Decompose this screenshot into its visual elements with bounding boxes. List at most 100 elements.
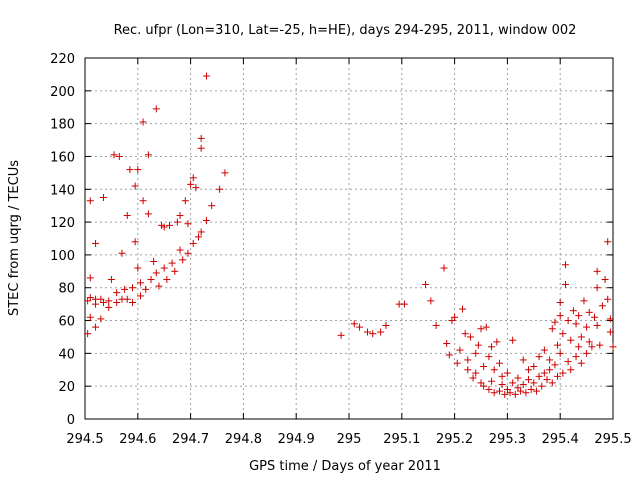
y-tick-label: 180 [50, 118, 75, 133]
data-point [530, 379, 538, 387]
data-point [150, 257, 158, 265]
data-point [546, 356, 554, 364]
data-point [197, 228, 205, 236]
data-point [472, 349, 480, 357]
data-point [139, 197, 147, 205]
data-point [472, 369, 480, 377]
data-point [92, 323, 100, 331]
data-point [97, 315, 105, 323]
data-point [464, 356, 472, 364]
data-point [105, 297, 113, 305]
x-tick-label: 295.3 [489, 432, 526, 447]
data-point [139, 118, 147, 126]
data-point [86, 197, 94, 205]
data-point [575, 343, 583, 351]
data-point [152, 105, 160, 113]
data-point [165, 221, 173, 229]
data-point [459, 305, 467, 313]
data-point [514, 374, 522, 382]
data-point [535, 353, 543, 361]
data-point [466, 333, 474, 341]
data-point [477, 325, 485, 333]
data-point [606, 315, 614, 323]
data-point [577, 359, 585, 367]
data-point [216, 185, 224, 193]
data-point [382, 321, 390, 329]
data-point [147, 276, 155, 284]
x-axis-label: GPS time / Days of year 2011 [249, 459, 441, 474]
data-point [564, 358, 572, 366]
x-tick-label: 295.4 [542, 432, 579, 447]
data-point [192, 184, 200, 192]
data-point [152, 269, 160, 277]
data-point [163, 276, 171, 284]
data-point [189, 174, 197, 182]
data-point [530, 362, 538, 370]
data-point [583, 323, 591, 331]
data-point [488, 343, 496, 351]
data-point [593, 321, 601, 329]
data-point [585, 338, 593, 346]
data-points [84, 72, 617, 398]
data-point [585, 308, 593, 316]
data-point [176, 212, 184, 220]
data-point [155, 282, 163, 290]
data-point [422, 280, 430, 288]
data-point [548, 379, 556, 387]
data-point [488, 377, 496, 385]
data-point [363, 328, 371, 336]
data-point [548, 325, 556, 333]
data-point [485, 353, 493, 361]
data-point [495, 359, 503, 367]
data-point [131, 182, 139, 190]
data-point [517, 387, 525, 395]
data-point [577, 333, 585, 341]
data-point [606, 328, 614, 336]
y-tick-label: 60 [58, 315, 75, 330]
data-point [121, 285, 129, 293]
data-point [498, 381, 506, 389]
data-point [609, 343, 617, 351]
data-point [176, 246, 184, 254]
data-point [144, 151, 152, 159]
y-tick-label: 160 [50, 150, 75, 165]
data-point [356, 323, 364, 331]
data-point [195, 233, 203, 241]
data-point [482, 323, 490, 331]
data-point [99, 298, 107, 306]
data-point [546, 366, 554, 374]
data-point [202, 72, 210, 80]
data-point [136, 292, 144, 300]
data-point [564, 317, 572, 325]
data-point [202, 216, 210, 224]
data-point [86, 294, 94, 302]
data-point [86, 274, 94, 282]
data-point [187, 180, 195, 188]
data-point [160, 264, 168, 272]
data-point [377, 328, 385, 336]
data-point [445, 351, 453, 359]
data-point [86, 313, 94, 321]
data-point [501, 390, 509, 398]
y-tick-label: 0 [67, 413, 75, 428]
data-point [369, 330, 377, 338]
data-point [197, 144, 205, 152]
data-point [511, 390, 519, 398]
data-point [525, 366, 533, 374]
data-point [142, 285, 150, 293]
data-point [92, 239, 100, 247]
data-point [485, 385, 493, 393]
data-point [115, 152, 123, 160]
data-point [131, 238, 139, 246]
x-tick-label: 294.7 [172, 432, 209, 447]
data-point [554, 372, 562, 380]
data-point [498, 372, 506, 380]
data-point [596, 341, 604, 349]
data-point [575, 312, 583, 320]
axis-ticks: 294.5 294.6 294.7 294.8 294.9 295 295.1 295.2 29… [50, 52, 631, 447]
data-point [556, 298, 564, 306]
y-tick-label: 20 [58, 380, 75, 395]
data-point [554, 341, 562, 349]
